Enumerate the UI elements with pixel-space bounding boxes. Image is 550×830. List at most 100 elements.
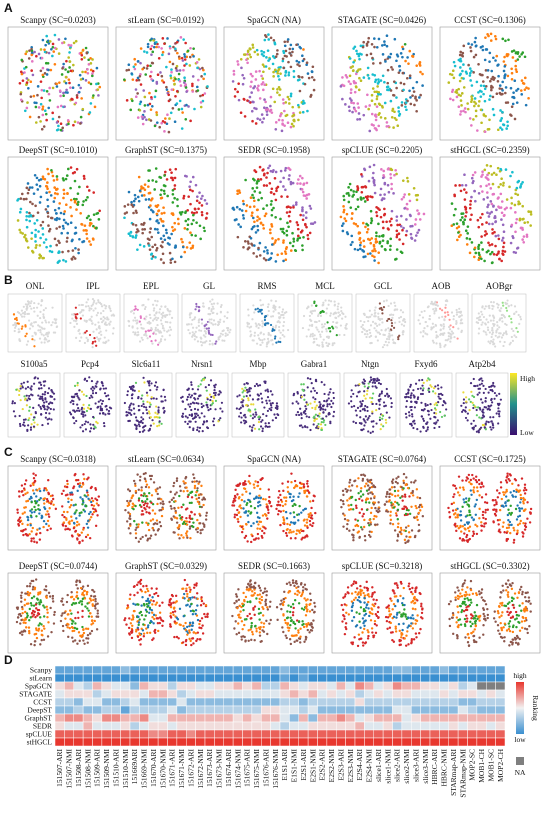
spot [17, 522, 20, 526]
spot [62, 212, 66, 216]
spot [375, 422, 378, 425]
spot [515, 335, 518, 339]
spot [138, 243, 142, 247]
spot [516, 52, 520, 55]
spot [310, 390, 313, 393]
spot [380, 390, 384, 393]
spot [88, 376, 91, 379]
spot [160, 74, 164, 78]
spot [487, 171, 491, 175]
spot [272, 75, 275, 78]
spot [136, 319, 139, 322]
spot [143, 50, 146, 53]
spot [241, 214, 245, 217]
spot [273, 177, 277, 180]
spot [295, 59, 299, 63]
spot [33, 331, 36, 334]
spot [32, 94, 36, 98]
spot [257, 322, 260, 326]
spot [53, 208, 57, 212]
spot [35, 218, 39, 222]
spot [277, 74, 280, 78]
spot [203, 72, 207, 76]
spot [459, 94, 462, 97]
spot [487, 340, 490, 343]
spot [194, 330, 197, 333]
spot [30, 53, 34, 57]
spot [382, 333, 385, 336]
spot [31, 394, 34, 397]
spot [148, 322, 151, 325]
spot [282, 316, 285, 319]
spot [306, 237, 310, 241]
spot [26, 306, 29, 309]
spot [127, 319, 130, 323]
spot [387, 124, 390, 128]
spot [374, 80, 377, 84]
spot [498, 87, 502, 90]
spot [190, 381, 193, 384]
spot [473, 104, 476, 108]
spot [459, 66, 462, 69]
spot [465, 243, 469, 246]
spot [209, 379, 213, 382]
spot [84, 70, 87, 74]
spot [483, 406, 486, 409]
spot [81, 107, 85, 111]
spot [368, 396, 372, 399]
spot [167, 52, 171, 56]
spot [168, 117, 171, 120]
spot [488, 243, 492, 247]
spot [499, 332, 502, 335]
spot [325, 307, 329, 310]
spot [47, 513, 50, 516]
spot [272, 310, 275, 313]
spot [525, 86, 528, 89]
spot [509, 206, 513, 210]
spot [46, 167, 49, 171]
spot [471, 394, 474, 397]
panel-title: Scanpy (SC=0.0203) [20, 15, 96, 25]
spot [42, 489, 46, 492]
spot [421, 392, 424, 396]
spot [40, 300, 43, 303]
spot [181, 412, 185, 415]
spot [63, 80, 66, 83]
spot [263, 38, 267, 42]
spot [510, 77, 514, 81]
spot [93, 337, 96, 340]
spot [102, 319, 105, 322]
spot [525, 235, 529, 238]
spot [26, 399, 29, 402]
spot [401, 55, 404, 59]
spot [395, 96, 398, 99]
spot [141, 228, 144, 231]
spot [287, 214, 291, 218]
spot [400, 323, 403, 326]
spot [184, 41, 187, 45]
spot [301, 208, 304, 212]
spot [338, 333, 341, 337]
spot [102, 412, 105, 415]
spot [151, 104, 154, 108]
spot [205, 404, 209, 407]
spot [136, 334, 139, 337]
spot [365, 222, 368, 226]
spot [202, 68, 205, 72]
spot [34, 474, 37, 477]
spot [492, 315, 495, 318]
spot [59, 94, 62, 98]
spot [186, 49, 190, 53]
spot [83, 177, 86, 180]
spot [196, 78, 200, 82]
spot [17, 519, 20, 522]
spot [409, 102, 413, 106]
spot [503, 340, 506, 344]
spot [380, 329, 383, 332]
spot [405, 393, 408, 396]
spot [370, 42, 374, 46]
spot [107, 409, 111, 413]
spot [375, 211, 378, 214]
spot [137, 423, 140, 426]
